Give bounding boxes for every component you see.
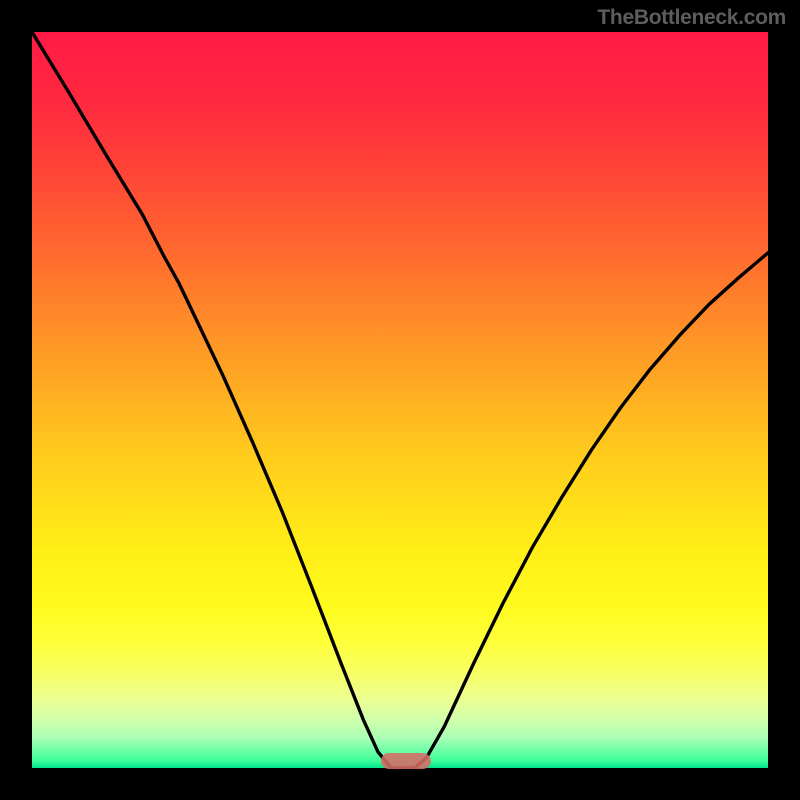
watermark-text: TheBottleneck.com	[597, 6, 786, 30]
plot-background	[32, 32, 768, 768]
chart-container: TheBottleneck.com	[0, 0, 800, 800]
optimum-marker	[381, 753, 431, 769]
bottleneck-chart	[0, 0, 800, 800]
